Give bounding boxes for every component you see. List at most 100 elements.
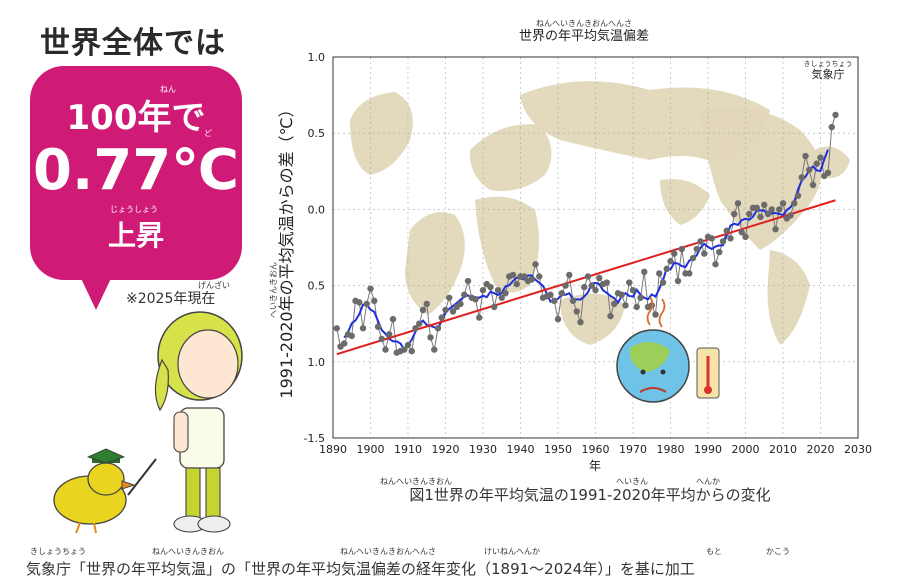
world-map-background — [350, 81, 850, 345]
annual-point-1906 — [389, 315, 397, 323]
x-tick-label-1910: 1910 — [394, 443, 422, 456]
x-tick-label-2010: 2010 — [769, 443, 797, 456]
annual-point-2013 — [791, 200, 798, 207]
figure-caption: 図1世界の年平均気温の1991-2020年平均からの変化 — [409, 486, 771, 504]
source-ruby-moto: もと — [706, 547, 722, 556]
annual-point-1909 — [401, 346, 408, 353]
annual-point-1914 — [419, 306, 427, 314]
callout-ruby-do: ど — [204, 129, 212, 138]
annual-point-1901 — [371, 297, 378, 305]
chart-axes: 1890 1900 1910 1920 1930 1940 1950 1960 1970 1980… — [304, 51, 872, 456]
annual-point-1934 — [494, 286, 502, 294]
annual-point-1951 — [558, 290, 565, 297]
annual-point-1895 — [348, 332, 355, 340]
annual-point-1982 — [674, 277, 682, 285]
x-tick-label-1900: 1900 — [357, 443, 385, 456]
annual-point-1902 — [374, 323, 382, 330]
x-tick-label-1930: 1930 — [469, 443, 497, 456]
annual-point-2022 — [824, 169, 832, 177]
annual-point-2005 — [761, 201, 768, 209]
annual-point-2017 — [806, 166, 813, 173]
annual-point-2023 — [828, 123, 835, 131]
chart-marks — [333, 111, 839, 356]
chart-title-ruby: ねんへいきんきおんへんさ — [536, 19, 632, 28]
y-tick-label-1: 0.5 — [308, 127, 326, 140]
annual-point-1911 — [408, 347, 415, 355]
bird-teacher-illustration — [53, 448, 157, 534]
source-ruby-kakou: かこう — [766, 547, 790, 556]
y-axis-label: 1991-2020年の平均気温からの差（℃） — [277, 101, 296, 398]
annual-point-1938 — [509, 271, 517, 279]
annual-point-1977 — [656, 270, 663, 277]
annual-point-1941 — [521, 273, 528, 280]
source-credit: 気象庁「世界の年平均気温」の「世界の年平均気温偏差の経年変化（1891～2024… — [26, 560, 695, 578]
annual-point-1978 — [659, 279, 667, 286]
plot-frame — [332, 56, 859, 439]
map-landmass-9 — [767, 250, 810, 345]
annual-point-1979 — [663, 265, 670, 273]
x-tick-label-2020: 2020 — [807, 443, 835, 456]
annual-point-1958 — [584, 273, 592, 280]
annual-point-1970 — [629, 286, 637, 294]
annual-point-1943 — [528, 276, 535, 283]
x-tick-label-1890: 1890 — [319, 443, 347, 456]
annual-point-2016 — [802, 152, 809, 160]
annual-point-1960 — [592, 286, 599, 294]
x-tick-label-1990: 1990 — [694, 443, 722, 456]
map-landmass-6 — [660, 179, 710, 225]
annual-point-1926 — [464, 277, 472, 285]
x-tick-label-2030: 2030 — [844, 443, 872, 456]
callout-bubble-tail — [78, 272, 114, 310]
annual-point-1980 — [667, 258, 674, 265]
y-tick-label-0: 1.0 — [308, 51, 326, 64]
annual-point-1961 — [596, 274, 603, 282]
x-tick-label-1920: 1920 — [432, 443, 460, 456]
annual-point-1995 — [723, 227, 730, 234]
annual-point-1986 — [689, 254, 697, 262]
callout-temperature: 0.77℃ — [33, 138, 239, 203]
annual-point-1963 — [603, 279, 610, 286]
annual-point-1933 — [491, 303, 498, 311]
x-axis-label: 年 — [589, 459, 601, 473]
annual-point-1924 — [457, 300, 464, 308]
annual-point-1971 — [633, 303, 640, 311]
annual-point-1916 — [427, 334, 434, 341]
map-landmass-7 — [560, 293, 625, 345]
annual-point-1893 — [341, 340, 348, 347]
annual-point-1922 — [449, 308, 457, 315]
annual-point-2001 — [746, 210, 753, 218]
caption-ruby-2: へいきん — [616, 477, 648, 486]
girl-illustration — [154, 311, 243, 533]
annual-point-1948 — [547, 291, 554, 298]
annual-point-1915 — [423, 300, 430, 308]
annual-point-1935 — [498, 294, 505, 301]
running-mean-line — [343, 149, 829, 352]
annual-point-1987 — [693, 245, 700, 253]
earth-mouth — [639, 387, 667, 393]
annual-point-1920 — [442, 306, 449, 314]
annual-point-2015 — [798, 174, 805, 181]
note-ruby-genzai: げんざい — [198, 281, 230, 290]
annual-point-2020 — [817, 154, 824, 161]
annual-point-1993 — [716, 248, 723, 256]
hot-earth-illustration — [616, 296, 720, 403]
chart-title: 世界の年平均気温偏差 — [519, 28, 649, 44]
note-as-of: ※2025年現在 — [126, 291, 216, 307]
annual-point-1988 — [697, 238, 704, 245]
x-tick-label-1960: 1960 — [582, 443, 610, 456]
x-tick-label-2000: 2000 — [732, 443, 760, 456]
annual-point-1989 — [701, 250, 708, 257]
agency-ruby: きしょうちょう — [804, 60, 853, 68]
annual-point-2003 — [753, 204, 760, 212]
caption-ruby-1: ねんへいきんきおん — [380, 477, 452, 486]
annual-point-1944 — [532, 261, 539, 268]
annual-point-1900 — [367, 285, 374, 292]
y-tick-label-4: 1.0 — [308, 356, 326, 369]
earth-eye-left — [640, 369, 646, 375]
annual-point-1897 — [356, 299, 363, 306]
annual-point-1981 — [671, 250, 678, 257]
annual-point-1904 — [382, 346, 389, 353]
annual-point-1957 — [581, 283, 588, 291]
map-landmass-2 — [405, 212, 465, 315]
annual-point-1985 — [686, 270, 693, 277]
